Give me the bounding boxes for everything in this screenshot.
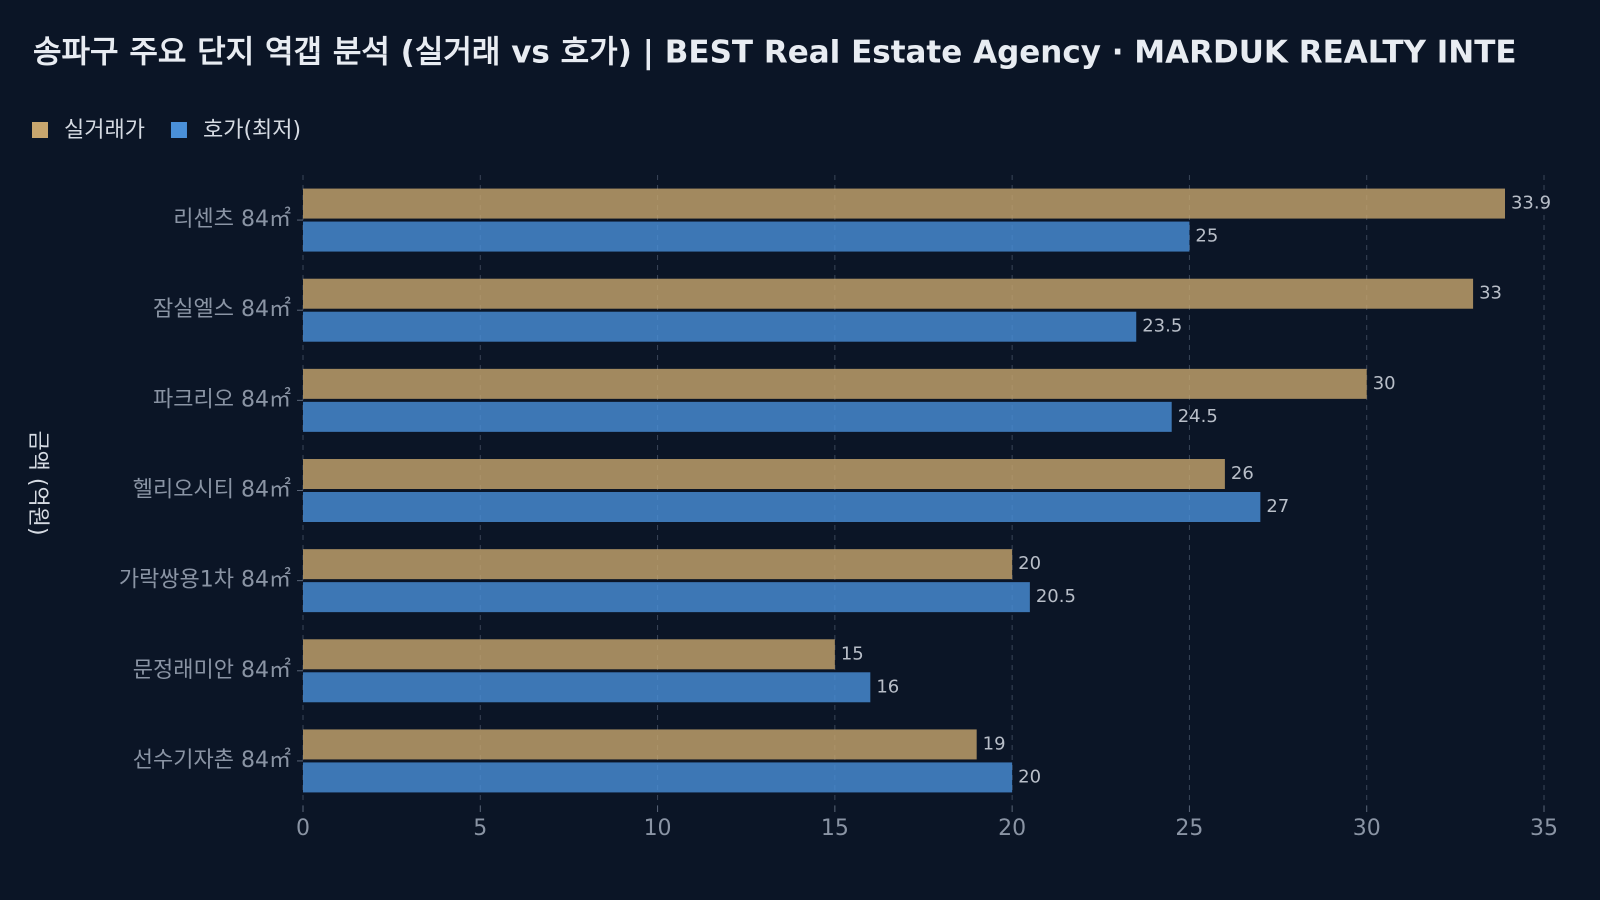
value-label: 23.5 xyxy=(1142,316,1182,337)
value-label: 15 xyxy=(841,643,864,664)
value-label: 27 xyxy=(1266,496,1289,517)
value-label: 26 xyxy=(1231,463,1254,484)
bar xyxy=(303,188,1505,219)
bar xyxy=(303,221,1190,252)
value-label: 24.5 xyxy=(1178,406,1218,427)
legend-label: 호가(최저) xyxy=(203,118,301,143)
y-axis-label: 금액 (억원) xyxy=(25,430,50,535)
bar xyxy=(303,672,871,703)
value-label: 20 xyxy=(1018,553,1041,574)
value-label: 25 xyxy=(1195,226,1218,247)
value-label: 19 xyxy=(983,733,1006,754)
x-tick-label: 20 xyxy=(998,816,1026,841)
value-label: 30 xyxy=(1373,373,1396,394)
chart-title: 송파구 주요 단지 역갭 분석 (실거래 vs 호가) | BEST Real … xyxy=(33,35,1517,71)
value-label: 20 xyxy=(1018,766,1041,787)
y-tick-label: 선수기자촌 84㎡ xyxy=(133,747,291,773)
bar xyxy=(303,492,1261,522)
bar xyxy=(303,401,1172,432)
bar xyxy=(303,762,1013,793)
legend-label: 실거래가 xyxy=(64,118,145,143)
bar xyxy=(303,278,1474,309)
x-tick-label: 30 xyxy=(1353,816,1381,841)
bar xyxy=(303,311,1137,342)
y-tick-label: 파크리오 84㎡ xyxy=(153,386,291,412)
y-tick-label: 리센츠 84㎡ xyxy=(173,206,291,232)
bar xyxy=(303,368,1367,399)
y-tick-label: 가락쌍용1차 84㎡ xyxy=(119,567,291,593)
x-tick-label: 5 xyxy=(473,816,487,841)
bar xyxy=(303,459,1225,489)
y-tick-label: 문정래미안 84㎡ xyxy=(133,657,291,683)
x-tick-label: 10 xyxy=(644,816,672,841)
bar xyxy=(303,582,1030,613)
value-label: 20.5 xyxy=(1036,586,1076,607)
legend-swatch xyxy=(32,122,48,138)
bar xyxy=(303,549,1013,580)
value-label: 33.9 xyxy=(1511,193,1551,214)
bar xyxy=(303,729,977,760)
x-tick-label: 15 xyxy=(821,816,849,841)
bar xyxy=(303,639,835,670)
y-tick-label: 헬리오시티 84㎡ xyxy=(133,477,291,503)
y-tick-label: 잠실엘스 84㎡ xyxy=(153,296,291,322)
legend-swatch xyxy=(170,122,187,138)
value-label: 33 xyxy=(1479,283,1502,304)
x-tick-label: 0 xyxy=(296,816,310,841)
x-tick-label: 25 xyxy=(1175,816,1203,841)
value-label: 16 xyxy=(876,676,899,697)
x-tick-label: 35 xyxy=(1530,816,1558,841)
